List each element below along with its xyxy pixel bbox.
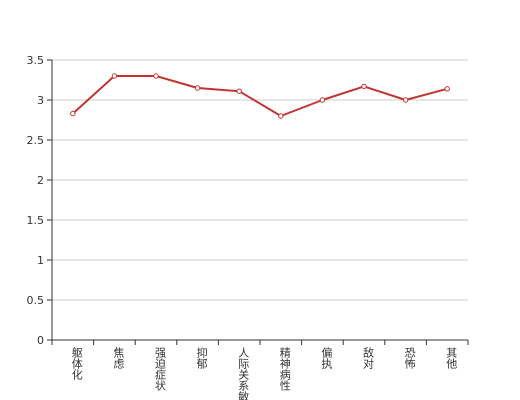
x-axis-category-labels: 躯体化 焦虑 强迫症状 抑郁 人际关系敏感 精神病性 偏执 敌对 恐怖 其他 (70, 346, 457, 400)
y-tick-label: 3 (37, 94, 44, 107)
x-category-label: 强迫症状 (154, 347, 167, 391)
data-point[interactable] (319, 97, 326, 103)
y-tick-label: 1 (37, 254, 44, 267)
data-point[interactable] (194, 85, 201, 91)
data-point[interactable] (70, 110, 76, 117)
data-point[interactable] (236, 88, 242, 94)
y-tick-label: 2.5 (27, 134, 45, 147)
x-category-label: 抑郁 (195, 346, 208, 369)
x-axis-ticks (51, 340, 469, 345)
data-point[interactable] (153, 73, 159, 79)
x-category-label: 精神病性 (278, 347, 291, 392)
y-tick-label: 0.5 (27, 294, 45, 307)
y-tick-label: 1.5 (27, 214, 45, 227)
y-axis-tick-labels: 0 0.5 1 1.5 2 2.5 3 3.5 (27, 54, 52, 347)
series (70, 73, 450, 119)
x-category-label: 人际关系敏感 (237, 347, 250, 400)
x-category-label: 躯体化 (70, 347, 83, 381)
data-point[interactable] (361, 83, 367, 90)
x-category-label: 敌对 (362, 346, 375, 369)
data-point[interactable] (444, 86, 450, 92)
x-category-label: 焦虑 (112, 347, 125, 369)
y-tick-label: 3.5 (27, 54, 45, 67)
data-point[interactable] (278, 113, 284, 119)
x-category-label: 恐怖 (403, 347, 416, 369)
data-point[interactable] (111, 73, 118, 79)
x-category-label: 其他 (445, 347, 458, 369)
y-tick-label: 0 (37, 334, 44, 347)
data-point[interactable] (402, 97, 409, 103)
y-tick-label: 2 (37, 174, 44, 187)
grid-lines (52, 59, 468, 301)
series-line (72, 75, 448, 117)
x-category-label: 偏执 (320, 346, 333, 370)
